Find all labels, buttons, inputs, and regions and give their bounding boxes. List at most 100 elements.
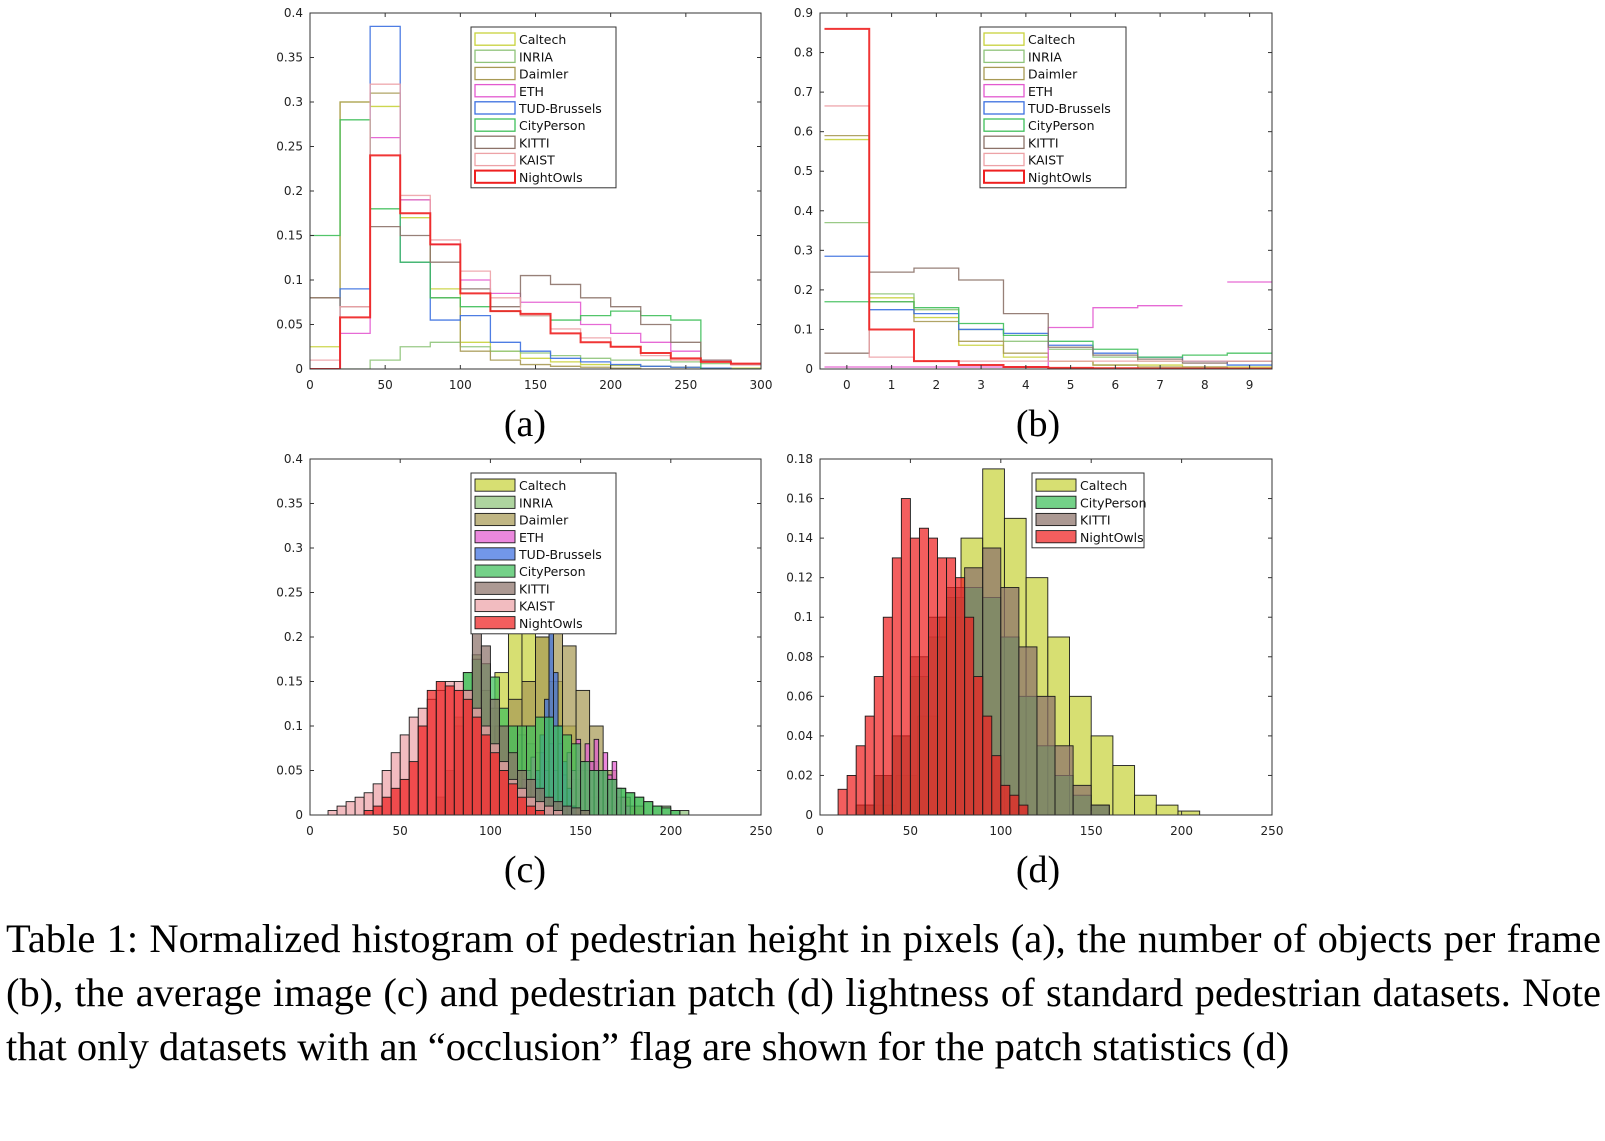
legend-box <box>470 26 617 189</box>
legend-label: INRIA <box>1028 49 1062 64</box>
y-tick-label: 0.1 <box>794 610 813 624</box>
legend-item-daimler: Daimler <box>474 512 569 528</box>
bar-nightowls <box>909 537 920 815</box>
x-tick-label: 150 <box>1080 824 1103 838</box>
legend-label: KITTI <box>1080 513 1111 528</box>
legend-item-cityperson: CityPerson <box>1035 495 1147 510</box>
legend-label: CityPerson <box>1028 118 1095 133</box>
legend-swatch <box>474 512 516 527</box>
bar-nightowls <box>417 725 428 815</box>
y-tick-label: 0.25 <box>276 586 303 600</box>
bar-nightowls <box>517 796 527 815</box>
y-tick-label: 0.3 <box>284 541 303 555</box>
bar-nightowls <box>891 557 902 815</box>
bar-nightowls <box>363 810 374 815</box>
legend-item-nightowls: NightOwls <box>474 169 583 185</box>
y-tick-label: 0.3 <box>284 95 303 109</box>
x-tick-label: 50 <box>393 824 408 838</box>
y-tick-label: 0.4 <box>284 6 303 20</box>
series-nightowls <box>310 154 761 369</box>
legend-item-nightowls: NightOwls <box>983 169 1092 185</box>
legend-label: KAIST <box>1028 153 1064 168</box>
legend-label: CityPerson <box>519 118 586 133</box>
chart-a-plot: 0 0.05 0.1 0.15 0.2 0.25 0.3 0.35 0.4 0 50 100 150 20… <box>276 6 772 392</box>
bar-cityperson <box>634 796 645 815</box>
legend-item-tud-brussels: TUD-Brussels <box>474 101 602 116</box>
chart-c: 0 0.05 0.1 0.15 0.2 0.25 0.3 0.35 0.4 0 50 100 150 20… <box>255 452 785 850</box>
bar-nightowls <box>964 616 975 815</box>
bar-kitti <box>580 810 591 815</box>
x-tick-label: 4 <box>1022 378 1030 392</box>
legend-swatch <box>474 66 516 81</box>
bar-nightowls <box>489 752 500 815</box>
y-tick-label: 0.7 <box>794 85 813 99</box>
bar-nightowls <box>435 681 446 815</box>
legend-swatch <box>1035 512 1077 527</box>
chart-d-plot: 0 0.02 0.04 0.06 0.08 0.1 0.12 0.14 0.16 0.18 0 50 1… <box>786 452 1283 838</box>
chart-a-legend: Caltech INRIA Daimler ETH TUD-Brussels CityPe… <box>470 26 617 189</box>
series-line-caltech <box>824 138 1272 368</box>
legend-item-nightowls: NightOwls <box>474 616 583 631</box>
legend-swatch <box>474 616 516 630</box>
legend-item-eth: ETH <box>474 530 544 545</box>
y-tick-label: 0.02 <box>786 768 813 782</box>
bar-nightowls <box>372 805 383 815</box>
legend-label: NightOwls <box>519 616 583 631</box>
legend-label: KAIST <box>519 599 555 614</box>
bar-nightowls <box>453 689 464 815</box>
bar-caltech <box>1090 735 1114 815</box>
y-tick-label: 0.08 <box>786 650 813 664</box>
legend-swatch <box>474 49 516 64</box>
x-tick-label: 3 <box>977 378 985 392</box>
y-tick-label: 0.35 <box>276 497 303 511</box>
bar-nightowls <box>837 788 848 815</box>
legend-label: ETH <box>519 530 544 545</box>
x-tick-label: 200 <box>599 378 622 392</box>
legend-item-caltech: Caltech <box>474 32 566 47</box>
y-tick-label: 0 <box>295 808 303 822</box>
legend-label: TUD-Brussels <box>1027 101 1111 116</box>
legend-swatch <box>983 66 1025 81</box>
x-tick-label: 100 <box>479 824 502 838</box>
bar-kaist <box>345 801 356 815</box>
series-line-kaist <box>824 105 1272 362</box>
bar-inria <box>679 810 690 815</box>
y-tick-label: 0.6 <box>794 125 813 139</box>
legend-label: NightOwls <box>1080 530 1144 545</box>
x-tick-label: 1 <box>888 378 896 392</box>
legend-item-caltech: Caltech <box>983 32 1075 47</box>
bar-cityperson <box>670 810 681 815</box>
bar-nightowls <box>982 715 993 815</box>
legend-swatch <box>983 169 1025 184</box>
bar-nightowls <box>937 557 948 815</box>
bar-kitti <box>1018 646 1038 815</box>
x-tick-label: 200 <box>1170 824 1193 838</box>
legend-label: KITTI <box>1028 135 1059 150</box>
y-tick-label: 0.25 <box>276 140 303 154</box>
x-tick-label: 6 <box>1112 378 1120 392</box>
legend-label: NightOwls <box>519 170 583 185</box>
legend-item-inria: INRIA <box>983 49 1062 64</box>
bar-nightowls <box>846 774 857 815</box>
y-tick-label: 0.06 <box>786 689 813 703</box>
bar-nightowls <box>1000 784 1011 815</box>
legend-label: Daimler <box>519 67 569 82</box>
series-kitti <box>824 267 1272 364</box>
chart-d-frame <box>819 458 1273 816</box>
legend-swatch <box>983 101 1025 115</box>
legend-swatch <box>474 135 516 150</box>
bar-nightowls <box>991 755 1002 815</box>
series-line-inria <box>310 341 761 369</box>
legend-label: TUD-Brussels <box>518 547 602 562</box>
bar-nightowls <box>1009 794 1020 815</box>
x-tick-label: 7 <box>1156 378 1164 392</box>
x-tick-label: 50 <box>378 378 393 392</box>
bar-nightowls <box>873 676 884 815</box>
bar-kitti <box>1072 784 1092 815</box>
x-tick-label: 0 <box>306 378 314 392</box>
legend-swatch <box>474 598 516 613</box>
legend-swatch <box>1035 478 1077 492</box>
bar-nightowls <box>918 527 929 815</box>
legend-item-kitti: KITTI <box>983 135 1059 150</box>
y-tick-label: 0.2 <box>284 630 303 644</box>
